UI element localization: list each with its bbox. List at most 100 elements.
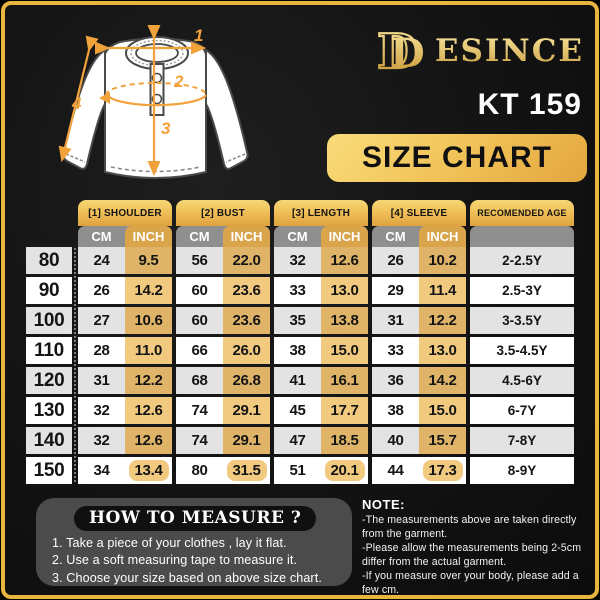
age-value: 3-3.5Y [470,307,574,334]
inch-value-text: 12.6 [134,432,163,449]
cm-value: 31 [78,367,125,394]
how-to-measure-steps: 1. Take a piece of your clothes , lay it… [52,535,340,587]
size-label: 100 [26,307,72,334]
inch-value: 20.1 [321,457,368,484]
row-group-2: 74 29.1 [176,427,270,454]
note-title: NOTE: [362,497,405,512]
row-group-1: 27 10.6 [78,307,172,334]
cm-value: 32 [78,397,125,424]
inch-value: 26.8 [223,367,270,394]
note-item: -The measurements above are taken direct… [362,514,577,540]
inch-value: 23.6 [223,307,270,334]
row-group-3: 32 12.6 [274,247,368,274]
inch-value-text: 15.7 [428,432,457,449]
cm-value: 26 [372,247,419,274]
inch-value-text: 26.0 [232,342,261,359]
measure-step: 1. Take a piece of your clothes , lay it… [52,536,287,550]
sleeve-arrow [58,35,99,163]
age-value: 3.5-4.5Y [470,337,574,364]
row-group-4: 31 12.2 [372,307,466,334]
shirt-placket [149,63,165,116]
cm-header: CM [91,229,112,244]
row-group-3: 35 13.8 [274,307,368,334]
inch-value-text: 10.6 [134,312,163,329]
cm-value: 47 [274,427,321,454]
cm-value: 29 [372,277,419,304]
inch-header: INCH [419,226,466,247]
inch-value-text: 16.1 [330,372,359,389]
inch-value: 17.7 [321,397,368,424]
size-table: [1] SHOULDER [2] BUST [3] LENGTH [4] SLEEVE… [26,200,574,487]
inch-value: 13.4 [125,457,172,484]
inch-value: 18.5 [321,427,368,454]
shirt-collar-inner [135,43,179,63]
cm-value: 34 [78,457,125,484]
cm-value: 74 [176,427,223,454]
row-group-4: 29 11.4 [372,277,466,304]
cm-value: 80 [176,457,223,484]
row-group-2: 60 23.6 [176,277,270,304]
row-group-2: 74 29.1 [176,397,270,424]
table-row: 120 31 12.2 68 26.8 41 16.1 36 14.2 4.5-6Y [26,367,574,394]
size-label: 120 [26,367,72,394]
brand-name: ESINCE [434,33,584,69]
inch-value-text: 9.5 [138,252,159,269]
row-group-4: 38 15.0 [372,397,466,424]
group-header-2: [2] BUST [176,200,270,226]
inch-value: 10.2 [419,247,466,274]
note-item: -If you measure over your body, please a… [362,569,579,596]
size-label: 130 [26,397,72,424]
row-group-4: 33 13.0 [372,337,466,364]
inch-value: 16.1 [321,367,368,394]
inch-header: INCH [125,226,172,247]
age-unit-header-blank [470,226,574,247]
inch-value-text: 15.0 [330,342,359,359]
inch-value: 11.4 [419,277,466,304]
inch-value: 15.7 [419,427,466,454]
cm-value: 38 [372,397,419,424]
inch-value: 12.6 [125,427,172,454]
cm-value: 45 [274,397,321,424]
cm-value: 60 [176,277,223,304]
group-header-1: [1] SHOULDER [78,200,172,226]
row-group-1: 32 12.6 [78,427,172,454]
inch-value: 14.2 [419,367,466,394]
row-group-3: 45 17.7 [274,397,368,424]
table-row: 90 26 14.2 60 23.6 33 13.0 29 11.4 2.5-3Y [26,277,574,304]
brand-monogram-icon: D D [377,24,425,78]
cm-value: 38 [274,337,321,364]
inch-header: INCH [321,226,368,247]
cm-value: 32 [274,247,321,274]
age-value: 6-7Y [470,397,574,424]
group-header-4: [4] SLEEVE [372,200,466,226]
cm-header: CM [189,229,210,244]
inch-value: 15.0 [419,397,466,424]
row-group-3: 38 15.0 [274,337,368,364]
row-group-2: 66 26.0 [176,337,270,364]
inch-value: 31.5 [223,457,270,484]
product-code: KT 159 [477,88,582,121]
inch-header: INCH [223,226,270,247]
size-column-separator [74,248,76,482]
cm-value: 51 [274,457,321,484]
row-group-1: 32 12.6 [78,397,172,424]
row-group-2: 68 26.8 [176,367,270,394]
table-row: 110 28 11.0 66 26.0 38 15.0 33 13.0 3.5-4.5Y [26,337,574,364]
inch-value: 15.0 [321,337,368,364]
inch-value: 13.8 [321,307,368,334]
row-group-2: 60 23.6 [176,307,270,334]
inch-value-text: 31.5 [226,460,267,481]
inch-value: 12.6 [321,247,368,274]
cm-value: 44 [372,457,419,484]
inch-value-text: 12.6 [134,402,163,419]
age-value: 2-2.5Y [470,247,574,274]
inch-value-text: 11.0 [134,342,163,359]
row-group-1: 26 14.2 [78,277,172,304]
inch-value-text: 12.6 [330,252,359,269]
cm-value: 68 [176,367,223,394]
inch-value: 29.1 [223,397,270,424]
marker-1-label: 1 [194,26,203,45]
inch-value: 12.6 [125,397,172,424]
cm-value: 41 [274,367,321,394]
